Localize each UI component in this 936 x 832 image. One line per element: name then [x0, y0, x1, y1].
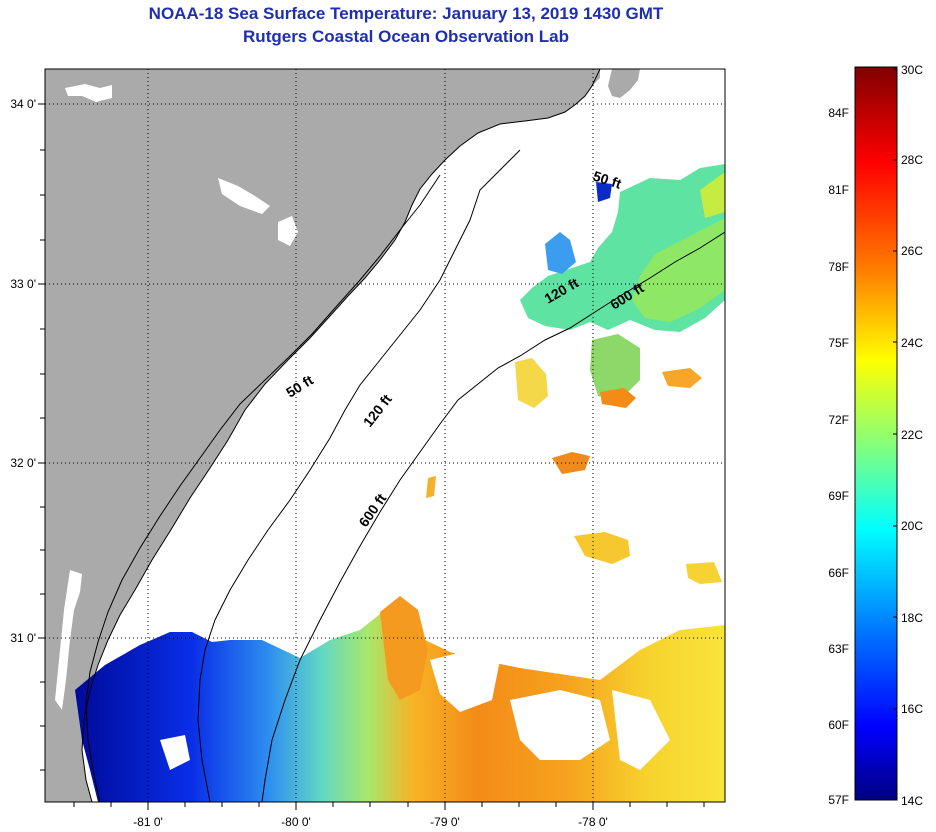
- land-mass: [45, 69, 600, 802]
- sst-patch-yellow-mid: [574, 532, 630, 564]
- sst-gap: [510, 690, 610, 760]
- colorbar-f-label: 63F: [828, 642, 849, 656]
- colorbar-c-label: 26C: [901, 244, 923, 258]
- colorbar-c-label: 24C: [901, 336, 923, 350]
- sst-patch-mid: [590, 334, 640, 400]
- sst-patch-northeast-warm: [632, 218, 725, 322]
- map-subtitle: Rutgers Coastal Ocean Observation Lab: [243, 27, 569, 46]
- sst-patch-cool: [545, 232, 576, 274]
- sst-patch-yellow: [515, 358, 548, 408]
- colorbar-f-label: 78F: [828, 260, 849, 274]
- colorbar-f-label: 75F: [828, 336, 849, 350]
- sst-gap: [612, 690, 670, 770]
- lat-label: 32 0': [10, 456, 36, 470]
- colorbar-c-label: 16C: [901, 702, 923, 716]
- land-nodata-patch: [55, 570, 82, 710]
- colorbar-c-label: 22C: [901, 428, 923, 442]
- sst-patch-northeast-edge: [700, 172, 725, 218]
- sst-patch-orange-mid: [552, 452, 590, 474]
- sst-patch-speck: [426, 476, 436, 498]
- colorbar-f-label: 69F: [828, 489, 849, 503]
- land-nodata-patch: [65, 84, 112, 102]
- map-title: NOAA-18 Sea Surface Temperature: January…: [148, 4, 664, 23]
- colorbar-c-label: 20C: [901, 519, 923, 533]
- contour-50ft-path: [85, 174, 441, 802]
- colorbar-f-label: 81F: [828, 183, 849, 197]
- colorbar-c-ticks: [893, 68, 897, 801]
- lon-ticks: [73, 802, 705, 810]
- sst-gap-cloud: [160, 735, 190, 770]
- sst-patch-orange-tongue: [380, 596, 428, 700]
- contour-120ft-path: [197, 149, 521, 802]
- lat-ticks: [38, 103, 45, 771]
- lon-label: -81 0': [133, 815, 163, 829]
- colorbar: [854, 66, 898, 801]
- sst-patch-cold: [596, 182, 612, 202]
- land-nodata-patch: [278, 216, 298, 246]
- colorbar-f-label: 57F: [828, 793, 849, 807]
- colorbar-c-label: 14C: [901, 794, 923, 808]
- colorbar-c-label: 18C: [901, 611, 923, 625]
- sst-patch-yellow-right: [686, 562, 722, 584]
- lat-label: 34 0': [10, 97, 36, 111]
- colorbar-c-label: 30C: [901, 63, 923, 77]
- colorbar-c-label: 28C: [901, 153, 923, 167]
- land-mass-northeast: [608, 69, 640, 98]
- sst-patch-orange: [600, 388, 636, 408]
- map-border: [44, 68, 726, 803]
- graticule: [45, 69, 725, 802]
- land-nodata-patch: [218, 178, 270, 214]
- lat-label: 33 0': [10, 277, 36, 291]
- sst-gap: [430, 650, 500, 712]
- colorbar-f-label: 66F: [828, 566, 849, 580]
- colorbar-f-label: 84F: [828, 106, 849, 120]
- colorbar-f-label: 60F: [828, 718, 849, 732]
- contour-600ft-path: [261, 231, 725, 802]
- coastline: [81, 69, 601, 802]
- lat-label: 31 0': [10, 631, 36, 645]
- sst-patch-orange-small: [662, 368, 702, 388]
- lon-label: -78 0': [578, 815, 608, 829]
- colorbar-f-label: 72F: [828, 413, 849, 427]
- lon-label: -80 0': [281, 815, 311, 829]
- lon-label: -79 0': [430, 815, 460, 829]
